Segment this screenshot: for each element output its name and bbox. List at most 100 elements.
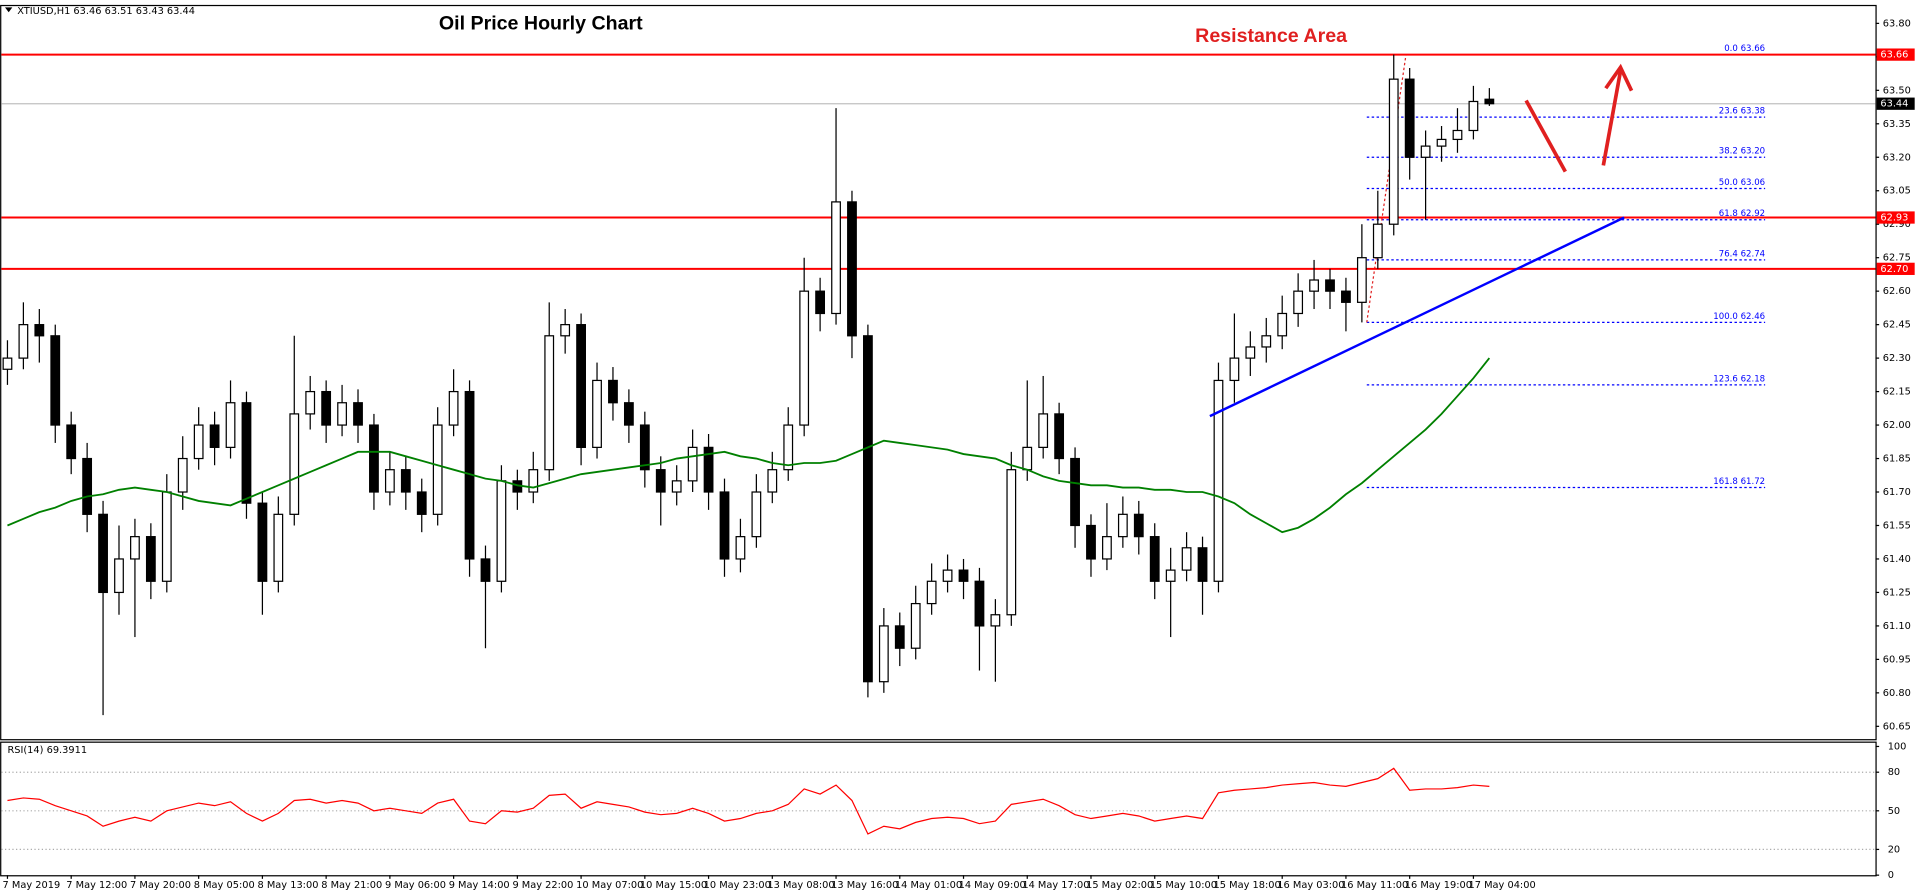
rsi-tick-label: 20 [1888, 844, 1900, 855]
candle-body [1006, 469, 1017, 616]
resistance-label: 63.66 [1880, 50, 1908, 61]
x-tick-label: 10 May 15:00 [640, 880, 707, 891]
candle-body [958, 569, 969, 582]
x-tick-label: 9 May 06:00 [385, 880, 446, 891]
y-tick-label: 61.25 [1883, 587, 1911, 598]
y-tick-label: 60.65 [1883, 721, 1911, 732]
rsi-line [7, 767, 1490, 835]
down-arrow [1524, 99, 1567, 173]
y-tick-label: 63.80 [1883, 18, 1911, 29]
x-tick-label: 16 May 11:00 [1341, 880, 1408, 891]
candle-body [1197, 547, 1208, 582]
candle-body [608, 379, 618, 404]
y-tick-label: 63.50 [1883, 85, 1911, 96]
candle-body [1420, 145, 1431, 158]
candle-body [926, 580, 937, 605]
candle-body [910, 602, 921, 649]
up-arrow [1601, 70, 1623, 166]
candle-body [384, 469, 395, 493]
x-tick-label: 17 May 04:00 [1469, 880, 1536, 891]
candle-body [1086, 524, 1096, 560]
candle-body [1181, 547, 1192, 571]
candle-body [735, 536, 746, 560]
candle-body [1165, 569, 1176, 582]
y-tick-label: 61.70 [1883, 487, 1911, 498]
x-tick-label: 14 May 01:00 [895, 880, 962, 891]
candle-body [1356, 257, 1367, 303]
candle-body [161, 491, 172, 582]
candle-body [289, 413, 300, 515]
annotation: Resistance Area [1195, 25, 1348, 47]
candle-body [528, 469, 539, 493]
candle-body [480, 558, 491, 582]
chart-title: Oil Price Hourly Chart [439, 13, 643, 35]
candle-body [225, 402, 236, 448]
y-tick-label: 62.90 [1883, 219, 1911, 230]
candle-body [1070, 457, 1080, 527]
candle-body [337, 402, 347, 426]
candle-body [1102, 536, 1112, 560]
fib-label: 61.8 62.92 [1719, 209, 1765, 219]
fib-label: 0.0 63.66 [1724, 44, 1765, 54]
candle-body [2, 357, 13, 370]
resistance-label: 62.93 [1880, 213, 1908, 224]
candle-body [719, 491, 730, 560]
x-tick-label: 14 May 17:00 [1022, 880, 1089, 891]
candle-body [703, 446, 714, 493]
candle-body [321, 390, 332, 426]
x-tick-label: 9 May 14:00 [449, 880, 510, 891]
up-arrow-head [1604, 63, 1634, 92]
candle-body [783, 424, 794, 471]
candle-body [177, 457, 188, 493]
candle-body [369, 424, 379, 493]
x-tick-label: 16 May 19:00 [1405, 880, 1472, 891]
candle-body [639, 424, 650, 471]
candle-body [130, 536, 140, 560]
candle-body [1372, 223, 1383, 259]
candle-body [1117, 513, 1128, 538]
candle-body [1149, 536, 1160, 582]
x-tick-label: 8 May 13:00 [258, 880, 319, 891]
y-tick-label: 62.15 [1883, 387, 1911, 398]
candle-body [114, 558, 124, 594]
y-tick-label: 60.95 [1883, 654, 1911, 665]
candle-body [50, 335, 61, 426]
y-tick-label: 60.80 [1883, 688, 1911, 699]
candle-body [145, 536, 156, 582]
rsi-tick-label: 50 [1888, 806, 1900, 817]
candle-body [241, 402, 252, 504]
x-tick-label: 13 May 16:00 [831, 880, 898, 891]
candle-body [1022, 446, 1033, 471]
candle-body [1133, 513, 1144, 538]
y-tick-label: 61.40 [1883, 554, 1911, 565]
candle-body [687, 446, 698, 482]
x-tick-label: 15 May 02:00 [1086, 880, 1153, 891]
candle-body [623, 402, 634, 426]
candle-body [66, 424, 77, 460]
candle-body [18, 324, 29, 359]
candle-body [942, 569, 953, 582]
fib-label: 123.6 62.18 [1713, 374, 1765, 384]
candle-body [34, 324, 45, 337]
candle-body [496, 480, 507, 582]
price-frame [0, 4, 1877, 741]
resistance-label: 62.70 [1880, 264, 1908, 275]
rsi-tick-label: 0 [1888, 870, 1894, 881]
x-tick-label: 10 May 23:00 [704, 880, 771, 891]
x-tick-label: 10 May 07:00 [576, 880, 643, 891]
y-tick-label: 62.75 [1883, 253, 1911, 264]
candle-body [655, 469, 666, 493]
candle-body [1388, 78, 1399, 225]
candle-body [257, 502, 268, 582]
candle-body [432, 424, 443, 515]
candle-body [990, 614, 1001, 627]
candle-body [1309, 279, 1319, 292]
y-tick-label: 62.00 [1883, 420, 1911, 431]
candle-body [847, 201, 857, 337]
candle-body [416, 491, 427, 515]
candle-body [1213, 379, 1224, 582]
candle-body [98, 513, 108, 594]
candle-body [894, 625, 905, 649]
candle-body [193, 424, 204, 460]
resistance-tag [1876, 262, 1915, 275]
